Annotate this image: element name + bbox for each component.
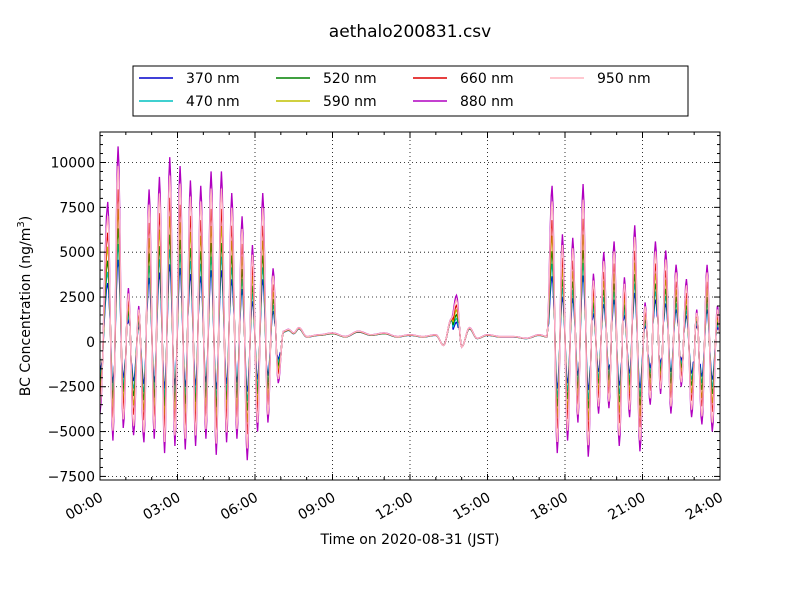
x-tick-label: 24:00	[683, 490, 726, 524]
legend-label: 370 nm	[186, 71, 240, 87]
y-tick-label: 2500	[59, 290, 95, 306]
y-axis: −7500 −5000 −2500 0 2500 5000 7500 10000	[48, 135, 720, 485]
legend-label: 590 nm	[323, 94, 377, 110]
legend-label: 660 nm	[460, 71, 514, 87]
x-tick-label: 00:00	[63, 490, 106, 524]
x-tick-label: 15:00	[451, 490, 494, 524]
y-tick-label: 5000	[59, 245, 95, 261]
x-tick-label: 06:00	[218, 490, 261, 524]
x-tick-label: 09:00	[296, 490, 339, 524]
y-tick-label: −2500	[48, 380, 95, 396]
y-axis-label-main: BC Concentration (ng/m	[18, 228, 34, 397]
y-axis-label-end: )	[18, 216, 34, 221]
y-tick-label: 7500	[59, 200, 95, 216]
x-axis-label: Time on 2020-08-31 (JST)	[320, 532, 500, 548]
legend-label: 470 nm	[186, 94, 240, 110]
legend-label: 520 nm	[323, 71, 377, 87]
legend-box	[132, 65, 689, 117]
legend-label: 880 nm	[460, 94, 514, 110]
y-axis-label-sup: 3	[16, 221, 27, 227]
y-tick-label: −7500	[48, 469, 95, 485]
x-tick-label: 18:00	[528, 490, 571, 524]
series-line-950-nm	[100, 165, 720, 449]
y-tick-label: 0	[86, 335, 95, 351]
y-axis-label: BC Concentration (ng/m3)	[16, 216, 34, 397]
y-tick-label: −5000	[48, 425, 95, 441]
plot-area	[100, 146, 720, 461]
legend-label: 950 nm	[597, 71, 651, 87]
x-tick-label: 03:00	[141, 490, 184, 524]
x-tick-label: 12:00	[373, 490, 416, 524]
legend: 370 nm 470 nm 520 nm 590 nm 660 nm 880 nm 950 …	[132, 65, 689, 117]
chart-title: aethalo200831.csv	[329, 22, 491, 42]
y-tick-label: 10000	[50, 155, 95, 171]
x-tick-label: 21:00	[606, 490, 649, 524]
